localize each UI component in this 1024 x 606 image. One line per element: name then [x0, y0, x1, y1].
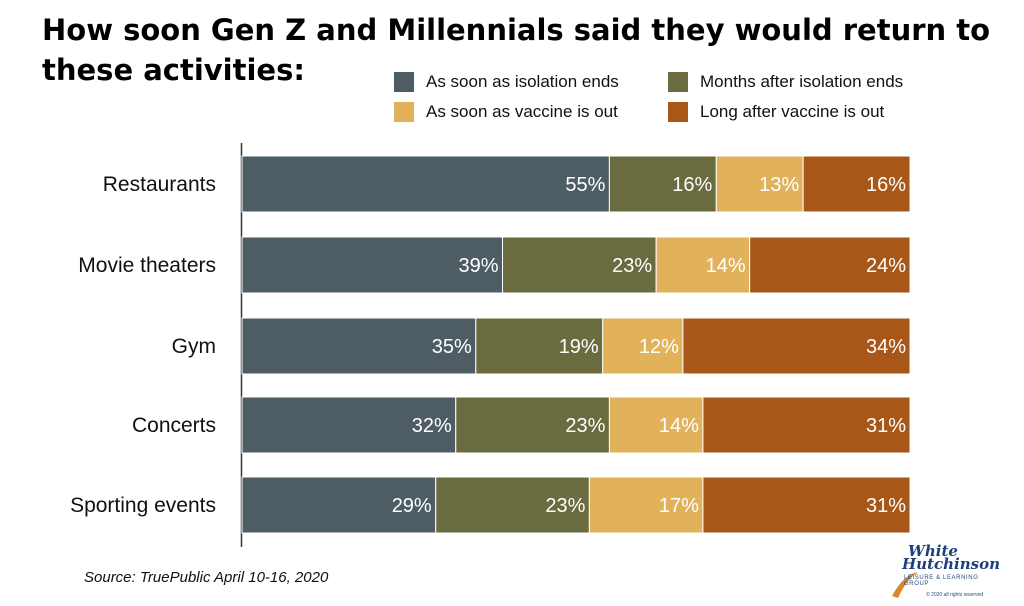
logo-swoosh-icon: [892, 572, 918, 598]
bar-segment: [241, 396, 457, 454]
bar-segment: [608, 396, 704, 454]
data-label: 13%: [759, 174, 799, 196]
source-note: Source: TruePublic April 10-16, 2020: [84, 569, 329, 586]
company-logo: White Hutchinson LEISURE & LEARNING GROU…: [890, 542, 1000, 604]
legend-swatch-long-after-vaccine: [668, 102, 688, 122]
bar-segment: [655, 236, 751, 294]
data-label: 32%: [412, 415, 452, 437]
data-label: 23%: [612, 255, 652, 277]
bar-segment: [608, 155, 717, 213]
logo-tagline: LEISURE & LEARNING GROUP: [904, 575, 979, 587]
legend-swatch-as-soon-isolation: [394, 72, 414, 92]
category-label: Gym: [172, 335, 216, 358]
data-label: 55%: [565, 174, 605, 196]
data-label: 24%: [866, 255, 906, 277]
data-label: 17%: [659, 495, 699, 517]
legend-item-long-after-vaccine: Long after vaccine is out: [668, 98, 884, 126]
data-label: 23%: [565, 415, 605, 437]
bar-segment: [749, 236, 911, 294]
category-label: Sporting events: [70, 494, 216, 517]
chart-title: How soon Gen Z and Millennials said they…: [42, 13, 991, 87]
legend: As soon as isolation ends Months after i…: [394, 68, 994, 128]
bar-segment: [702, 396, 911, 454]
bar-segment: [702, 476, 911, 534]
bar-segment: [455, 396, 610, 454]
data-label: 34%: [866, 336, 906, 358]
legend-item-as-soon-isolation: As soon as isolation ends: [394, 68, 619, 96]
bar-segment: [802, 155, 911, 213]
data-label: 14%: [706, 255, 746, 277]
logo-text-line2: Hutchinson: [902, 555, 1001, 573]
legend-label-long-after-vaccine: Long after vaccine is out: [700, 102, 885, 121]
data-label: 23%: [545, 495, 585, 517]
category-label: Movie theaters: [78, 254, 216, 277]
data-label: 19%: [559, 336, 599, 358]
logo-text-line1: White: [908, 542, 958, 560]
bar-segment: [588, 476, 704, 534]
logo-copyright: © 2020 all rights reserved: [926, 592, 984, 598]
category-label: Concerts: [132, 414, 216, 437]
data-label: 14%: [659, 415, 699, 437]
bar-segment: [602, 317, 684, 375]
bar-segment: [475, 317, 604, 375]
data-label: 29%: [392, 495, 432, 517]
legend-label-as-soon-isolation: As soon as isolation ends: [426, 72, 619, 91]
legend-item-as-soon-vaccine: As soon as vaccine is out: [394, 98, 618, 126]
legend-item-months-after-isolation: Months after isolation ends: [668, 68, 903, 96]
data-label: 16%: [866, 174, 906, 196]
data-label: 31%: [866, 495, 906, 517]
legend-swatch-months-after-isolation: [668, 72, 688, 92]
legend-label-months-after-isolation: Months after isolation ends: [700, 72, 904, 91]
data-label: 12%: [639, 336, 679, 358]
bar-segment: [241, 155, 610, 213]
bar-segment: [682, 317, 911, 375]
legend-label-as-soon-vaccine: As soon as vaccine is out: [426, 102, 618, 121]
bar-segment: [241, 236, 504, 294]
data-label: 16%: [672, 174, 712, 196]
data-label: 35%: [432, 336, 472, 358]
bar-segment: [241, 317, 477, 375]
bar-segment: [715, 155, 804, 213]
legend-swatch-as-soon-vaccine: [394, 102, 414, 122]
bar-segment: [435, 476, 590, 534]
bar-segment: [241, 476, 437, 534]
category-label: Restaurants: [103, 173, 216, 196]
bar-segment: [502, 236, 657, 294]
data-label: 31%: [866, 415, 906, 437]
data-label: 39%: [458, 255, 498, 277]
